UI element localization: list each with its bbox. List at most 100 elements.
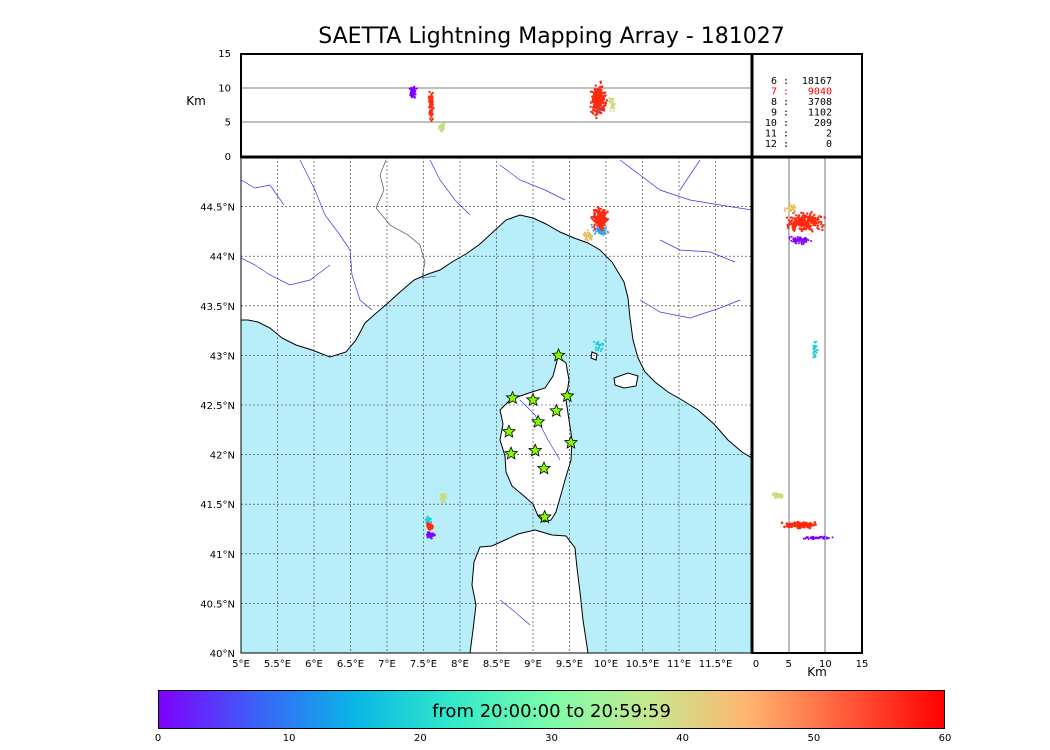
flash-counts: 6 : 18167 7 : 9040 8 : 3708 9 : 1102 10 : 209 11 :… bbox=[765, 76, 832, 150]
station-star-icon bbox=[530, 414, 546, 428]
lon-tick-label: 9.5°E bbox=[556, 659, 583, 670]
colorbar-tick-label: 0 bbox=[154, 733, 162, 744]
lightning-cluster-south bbox=[424, 515, 433, 524]
station-star-icon bbox=[560, 388, 575, 403]
counts-panel: 6 : 18167 7 : 9040 8 : 3708 9 : 1102 10 : 209 11 :… bbox=[751, 53, 863, 158]
station-star-icon bbox=[525, 392, 541, 407]
altitude-cluster bbox=[427, 90, 435, 122]
altitude-lat-panel bbox=[751, 156, 863, 654]
count-label: 10 : bbox=[765, 118, 789, 129]
lon-tick-label: 6°E bbox=[305, 659, 323, 670]
side-tick-label: 5 bbox=[785, 659, 791, 670]
count-value: 2 bbox=[826, 129, 832, 140]
station-star-icon bbox=[563, 435, 579, 449]
lon-tick-label: 11.5°E bbox=[699, 659, 733, 670]
colorbar-tick-label: 50 bbox=[807, 733, 821, 744]
side-cluster bbox=[771, 492, 784, 499]
station-star-icon bbox=[505, 390, 520, 405]
lat-tick-label: 41.5°N bbox=[200, 500, 235, 511]
lon-tick-label: 10°E bbox=[594, 659, 618, 670]
side-tick-labels: 0 5 10 15 bbox=[753, 659, 869, 670]
lat-tick-label: 40°N bbox=[210, 649, 235, 660]
lat-tick-label: 43.5°N bbox=[200, 302, 235, 313]
side-tick-label: 0 bbox=[753, 659, 759, 670]
count-label: 6 : bbox=[771, 76, 789, 87]
side-cluster bbox=[812, 340, 819, 359]
elba-island bbox=[613, 372, 639, 389]
side-axis-label: Km bbox=[807, 665, 827, 679]
chart-title: SAETTA Lightning Mapping Array - 181027 bbox=[318, 24, 785, 49]
colorbar-tick-label: 10 bbox=[282, 733, 296, 744]
lightning-cluster-south bbox=[439, 492, 448, 504]
alt-tick-label: 10 bbox=[218, 83, 231, 94]
lon-tick-label: 5.5°E bbox=[264, 659, 291, 670]
station-star-icon bbox=[503, 446, 519, 460]
station-star-icon bbox=[536, 460, 552, 475]
station-star-icon bbox=[527, 443, 543, 457]
lon-tick-label: 8.5°E bbox=[483, 659, 510, 670]
lon-tick-labels: 5°E 5.5°E 6°E 6.5°E 7°E 7.5°E 8°E 8.5°E 9°E 9.5°E… bbox=[232, 659, 732, 670]
lightning-cluster-south bbox=[426, 522, 434, 531]
station-star-icon bbox=[537, 509, 552, 524]
lat-tick-label: 42°N bbox=[210, 451, 235, 462]
lightning-cluster-north bbox=[582, 229, 594, 242]
side-cluster bbox=[788, 235, 813, 246]
capraia-island bbox=[590, 351, 598, 361]
rivers bbox=[241, 159, 752, 626]
mainland-land bbox=[241, 157, 752, 459]
count-label: 9 : bbox=[771, 108, 789, 119]
lat-tick-label: 42.5°N bbox=[200, 401, 235, 412]
count-label: 11 : bbox=[765, 129, 789, 140]
altitude-axis-label: Km bbox=[186, 94, 206, 108]
count-label: 7 : bbox=[771, 87, 789, 98]
altitude-cluster bbox=[607, 97, 616, 112]
lon-tick-label: 7°E bbox=[378, 659, 396, 670]
alt-tick-label: 5 bbox=[225, 118, 231, 129]
colorbar-tick-label: 20 bbox=[413, 733, 427, 744]
lon-tick-label: 9°E bbox=[524, 659, 542, 670]
count-label: 12 : bbox=[765, 139, 789, 150]
station-star-icon bbox=[501, 424, 517, 438]
lon-tick-label: 11°E bbox=[667, 659, 691, 670]
side-cluster bbox=[780, 520, 817, 530]
colorbar-tick-label: 30 bbox=[545, 733, 558, 744]
sardinia-island bbox=[469, 529, 589, 653]
altitude-lon-panel bbox=[240, 53, 753, 158]
station-star-icon bbox=[551, 347, 566, 362]
station-star-icon bbox=[549, 403, 564, 418]
lat-tick-label: 41°N bbox=[210, 550, 235, 561]
count-value: 209 bbox=[814, 118, 832, 129]
lon-tick-label: 6.5°E bbox=[337, 659, 364, 670]
lon-tick-label: 5°E bbox=[232, 659, 250, 670]
count-value: 1102 bbox=[808, 108, 832, 119]
count-label: 8 : bbox=[771, 97, 789, 108]
lightning-cluster-sea bbox=[593, 339, 607, 353]
lat-tick-label: 44°N bbox=[210, 252, 235, 263]
side-cluster bbox=[783, 202, 797, 215]
lma-stations bbox=[501, 347, 579, 524]
alt-tick-labels: 0 5 10 15 bbox=[218, 49, 231, 163]
lat-tick-labels: 40°N 40.5°N 41°N 41.5°N 42°N 42.5°N 43°N 43.5°N… bbox=[200, 203, 235, 660]
lon-tick-label: 7.5°E bbox=[410, 659, 437, 670]
lat-tick-label: 44.5°N bbox=[200, 203, 235, 214]
lat-tick-label: 43°N bbox=[210, 351, 235, 362]
count-value: 18167 bbox=[802, 76, 832, 87]
map-grid bbox=[241, 157, 752, 653]
lon-tick-label: 10.5°E bbox=[626, 659, 660, 670]
time-colorbar bbox=[158, 690, 945, 729]
lightning-cluster-north bbox=[590, 205, 610, 232]
lat-tick-label: 40.5°N bbox=[200, 599, 235, 610]
lon-tick-label: 8°E bbox=[451, 659, 469, 670]
side-tick-label: 15 bbox=[856, 659, 869, 670]
colorbar-tick-label: 60 bbox=[938, 733, 952, 744]
count-value: 9040 bbox=[808, 87, 832, 98]
count-value: 0 bbox=[826, 139, 832, 150]
altitude-cluster bbox=[437, 122, 446, 133]
side-cluster bbox=[802, 535, 834, 541]
side-lightning-sources bbox=[771, 202, 834, 541]
side-tick-label: 10 bbox=[819, 659, 832, 670]
land-areas bbox=[241, 157, 752, 653]
map-panel bbox=[240, 156, 753, 654]
colorbar-tick-label: 40 bbox=[676, 733, 690, 744]
count-value: 3708 bbox=[808, 97, 832, 108]
